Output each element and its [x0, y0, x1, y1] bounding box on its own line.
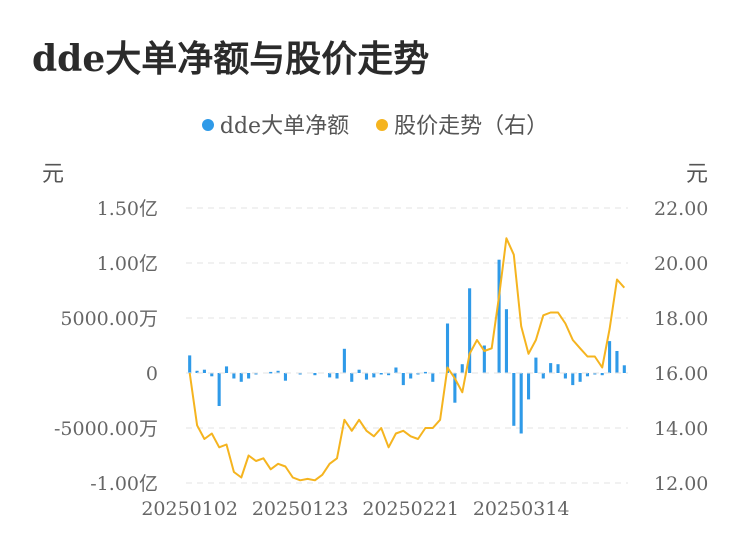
right-tick-label: 12.00 — [654, 473, 708, 495]
bar — [460, 364, 464, 373]
bar — [342, 348, 346, 373]
bar — [254, 373, 258, 375]
bar — [350, 373, 354, 382]
bar — [563, 373, 567, 379]
bar — [453, 373, 457, 403]
bar — [247, 373, 251, 379]
bar — [534, 357, 538, 373]
chart-title: dde大单净额与股价走势 — [32, 38, 430, 80]
left-tick-label: 1.00亿 — [97, 253, 158, 275]
bar — [232, 373, 236, 379]
right-tick-label: 20.00 — [654, 253, 708, 275]
x-tick-label: 20250123 — [252, 498, 349, 520]
legend-dot-dde — [201, 119, 214, 131]
bar — [357, 369, 361, 373]
bar — [335, 373, 339, 379]
left-tick-label: -1.00亿 — [90, 473, 158, 495]
bar — [328, 373, 332, 378]
bar — [445, 323, 450, 373]
bar — [622, 365, 626, 373]
bar — [409, 373, 413, 379]
left-tick-label: 1.50亿 — [97, 198, 158, 220]
bar — [519, 373, 523, 434]
bar — [387, 373, 391, 376]
bar — [615, 351, 619, 373]
bar — [210, 373, 214, 377]
bar — [416, 373, 420, 375]
bar — [600, 373, 604, 376]
bar — [512, 373, 516, 426]
bar — [313, 373, 317, 376]
bar — [556, 364, 560, 373]
x-tick-label: 20250102 — [141, 498, 238, 520]
bar — [379, 373, 383, 375]
bar — [195, 370, 199, 373]
left-tick-label: -5000.00万 — [54, 418, 158, 440]
bar — [364, 373, 369, 380]
bar — [372, 373, 376, 378]
left-tick-label: 0 — [146, 363, 158, 385]
bar — [593, 373, 597, 375]
bar — [401, 373, 405, 386]
x-tick-label: 20250221 — [362, 498, 459, 520]
bar — [276, 370, 280, 373]
legend-label-price: 股价走势（右） — [394, 114, 549, 139]
bar — [394, 367, 398, 373]
right-axis-unit: 元 — [685, 162, 708, 187]
bar — [482, 345, 486, 373]
right-tick-label: 18.00 — [654, 308, 708, 330]
bar — [608, 341, 612, 373]
bar — [585, 373, 590, 377]
bar — [527, 373, 531, 400]
price-line — [188, 237, 626, 482]
bar — [188, 355, 192, 373]
bar — [571, 373, 575, 386]
bar — [423, 371, 427, 374]
bar — [239, 373, 243, 382]
left-tick-label: 5000.00万 — [60, 308, 158, 330]
bar — [541, 373, 545, 379]
bar — [578, 373, 582, 382]
bar — [298, 373, 302, 375]
legend: dde大单净额 股价走势（右） — [0, 108, 750, 140]
bar — [283, 373, 287, 381]
left-axis-unit: 元 — [42, 162, 65, 187]
legend-label-dde: dde大单净额 — [219, 114, 350, 139]
bar — [217, 373, 221, 406]
legend-dot-price — [376, 119, 389, 131]
bar — [504, 309, 508, 373]
right-tick-label: 14.00 — [654, 418, 708, 440]
bar — [202, 369, 206, 373]
bar — [549, 363, 553, 373]
bar — [468, 288, 472, 373]
bar — [497, 259, 501, 373]
bar — [431, 373, 435, 382]
right-tick-label: 16.00 — [654, 363, 708, 385]
x-tick-label: 20250314 — [473, 498, 570, 520]
legend-item-dde[interactable]: dde大单净额 — [201, 108, 350, 140]
bar — [269, 371, 273, 374]
legend-item-price[interactable]: 股价走势（右） — [376, 108, 548, 140]
right-tick-label: 22.00 — [654, 198, 708, 220]
bar — [224, 366, 229, 373]
